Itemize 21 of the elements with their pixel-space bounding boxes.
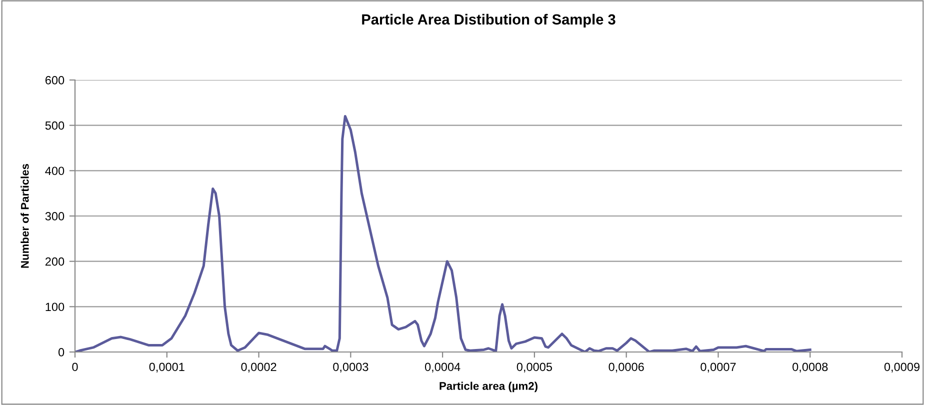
x-axis-title: Particle area (µm2) bbox=[440, 382, 538, 392]
x-tick-label: 0 bbox=[72, 362, 78, 372]
y-tick-label: 500 bbox=[45, 121, 64, 130]
x-tick-label: 0,0004 bbox=[424, 362, 460, 372]
x-tick-label: 0,0008 bbox=[792, 362, 828, 372]
line-series bbox=[75, 115, 812, 352]
y-tick-label: 100 bbox=[46, 302, 64, 312]
x-tick-label: 0,0007 bbox=[700, 362, 736, 372]
y-tick-label: 200 bbox=[45, 257, 64, 266]
y-axis-title: Number of Particles bbox=[20, 164, 29, 268]
x-tick-label: 0,0006 bbox=[608, 362, 644, 372]
y-tick-label: 300 bbox=[45, 212, 64, 220]
x-tick-label: 0,0003 bbox=[333, 362, 368, 372]
y-tick-label: 0 bbox=[58, 348, 64, 356]
x-tick-label: 0,0001 bbox=[149, 362, 184, 372]
chart-title: Particle Area Distibution of Sample 3 bbox=[362, 14, 616, 28]
y-tick-label: 600 bbox=[45, 76, 64, 84]
x-tick-label: 0,0002 bbox=[241, 362, 276, 372]
x-tick-label: 0,0005 bbox=[516, 362, 552, 372]
x-tick-label: 0,0009 bbox=[884, 362, 920, 372]
y-tick-label: 400 bbox=[45, 166, 64, 176]
